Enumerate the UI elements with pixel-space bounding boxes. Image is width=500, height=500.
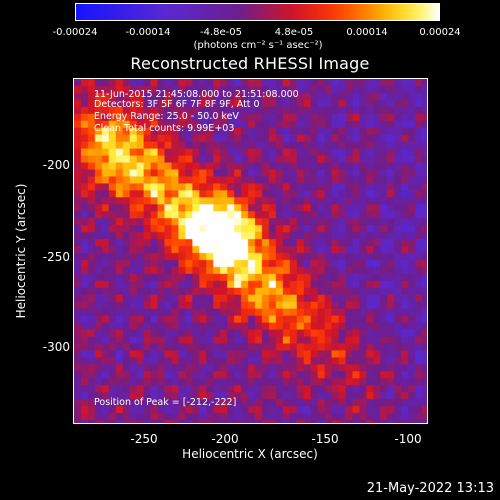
x-tick-label: -100 <box>394 432 422 446</box>
colorbar-tick: 0.00024 <box>419 27 461 38</box>
colorbar-tick: 4.8e-05 <box>274 27 314 38</box>
plot-area: 11-Jun-2015 21:45:08.000 to 21:51:08.000… <box>73 78 428 424</box>
rhessi-image <box>74 79 427 423</box>
x-tick-label: -150 <box>311 432 339 446</box>
x-tick-label: -250 <box>130 432 158 446</box>
image-title: Reconstructed RHESSI Image <box>130 54 370 73</box>
colorbar <box>75 3 440 21</box>
clean-annotation: Clean Total counts: 9.99E+03 <box>94 123 235 134</box>
colorbar-tick: -0.00024 <box>52 27 98 38</box>
time-range-annotation: 11-Jun-2015 21:45:08.000 to 21:51:08.000 <box>94 89 299 100</box>
colorbar-unit-label: (photons cm⁻² s⁻¹ asec⁻²) <box>193 40 323 51</box>
energy-annotation: Energy Range: 25.0 - 50.0 keV <box>94 111 239 122</box>
y-tick-label: -300 <box>42 340 70 354</box>
peak-annotation: Position of Peak = [-212,-222] <box>94 397 237 408</box>
y-tick-label: -200 <box>42 158 70 172</box>
y-axis-label: Heliocentric Y (arcsec) <box>14 183 28 319</box>
colorbar-tick: -4.8e-05 <box>200 27 242 38</box>
timestamp: 21-May-2022 13:13 <box>366 481 494 496</box>
y-tick-label: -250 <box>42 250 70 264</box>
colorbar-tick: -0.00014 <box>125 27 171 38</box>
x-axis-label: Heliocentric X (arcsec) <box>182 447 318 461</box>
colorbar-tick: 0.00014 <box>346 27 388 38</box>
x-tick-label: -200 <box>211 432 239 446</box>
detectors-annotation: Detectors: 3F 5F 6F 7F 8F 9F, Att 0 <box>94 99 260 110</box>
